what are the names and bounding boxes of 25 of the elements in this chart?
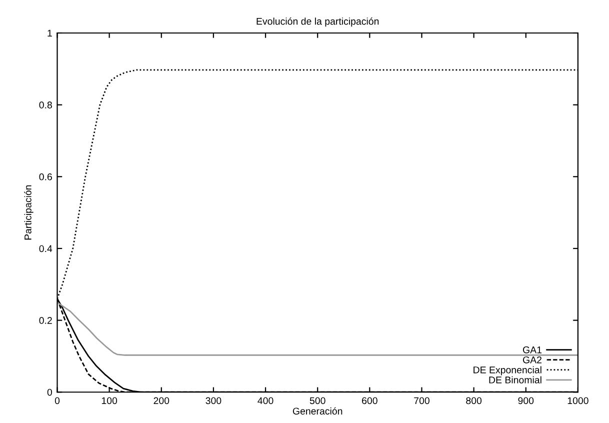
x-tick-label: 900 (518, 397, 534, 404)
x-tick-label: 1000 (568, 397, 588, 404)
legend-label: GA1 (523, 346, 542, 354)
x-tick-label: 200 (154, 397, 170, 404)
x-tick-label: 300 (206, 397, 222, 404)
legend-label: GA2 (523, 356, 542, 364)
x-tick-label: 600 (362, 397, 378, 404)
chart-title: Evolución de la participación (256, 18, 379, 27)
x-tick-label: 700 (414, 397, 430, 404)
line-series (57, 302, 578, 356)
y-tick-label: 1 (48, 30, 52, 37)
y-tick-label: 0.2 (39, 317, 52, 324)
x-tick-label: 400 (258, 397, 274, 404)
y-axis-title: Participación (24, 185, 34, 240)
x-tick-label: 100 (102, 397, 118, 404)
x-axis-title: Generación (292, 407, 342, 415)
y-tick-label: 0 (47, 388, 52, 396)
y-tick-label: 0.6 (39, 173, 52, 180)
x-tick-label: 500 (310, 397, 326, 404)
x-tick-label: 800 (466, 397, 482, 404)
legend-label: DE Binomial (489, 376, 542, 384)
x-tick-label: 0 (54, 397, 60, 404)
y-tick-label: 0.4 (39, 245, 52, 252)
y-tick-label: 0.8 (39, 102, 52, 108)
legend-label: DE Exponencial (474, 366, 542, 376)
